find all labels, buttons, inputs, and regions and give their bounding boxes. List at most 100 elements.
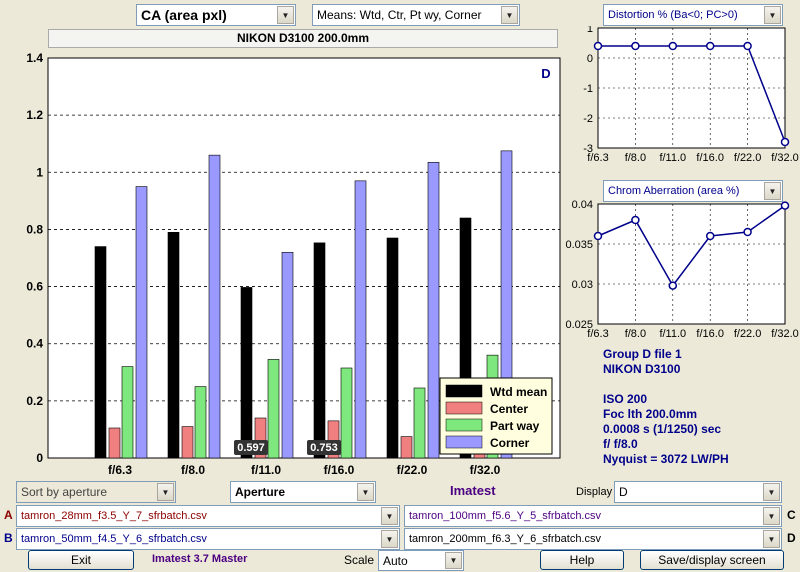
legend-swatch <box>445 401 483 415</box>
chevron-down-icon: ▼ <box>157 483 174 501</box>
scale-select-value: Auto <box>383 553 408 568</box>
save-display-button-label: Save/display screen <box>658 553 766 567</box>
distortion-select[interactable]: Distortion % (Ba<0; PC>0) ▼ <box>603 4 783 26</box>
sort-select-value: Sort by aperture <box>21 485 108 499</box>
bar-part-way <box>194 386 207 459</box>
info-camera: NIKON D3100 <box>603 362 681 376</box>
chevron-down-icon: ▼ <box>501 6 518 24</box>
distortion-data-point <box>631 41 640 51</box>
chevron-down-icon: ▼ <box>381 507 398 525</box>
bar-part-way <box>340 367 353 459</box>
bar-y-tick-label: 0.6 <box>26 280 43 294</box>
bar-x-tick-label: f/16.0 <box>324 463 355 477</box>
bar-wtd-mean <box>94 246 107 459</box>
group-select-value: Aperture <box>235 485 286 499</box>
measure-select[interactable]: CA (area pxl) ▼ <box>136 4 296 26</box>
chrom-data-point <box>743 227 752 237</box>
distortion-chart: 1 0 -1 -2 -3f/6.3 f/8.0 f/11.0 f/16.0 f/22.0 f/32… <box>583 26 799 164</box>
data-label-background <box>307 440 341 455</box>
chrom-data-point <box>668 281 678 290</box>
bar-wtd-mean <box>459 217 472 459</box>
version-label: Imatest 3.7 Master <box>152 553 248 565</box>
file-b-select[interactable]: tamron_50mm_f4.5_Y_6_sfrbatch.csv ▼ <box>16 528 400 550</box>
bar-wtd-mean <box>386 237 399 459</box>
legend-entry: Part way <box>490 419 540 433</box>
bar-x-tick-label: f/8.0 <box>181 463 205 477</box>
file-c-select[interactable]: tamron_100mm_f5.6_Y_5_sfrbatch.csv ▼ <box>404 505 782 527</box>
file-d-label: D <box>787 531 796 545</box>
bar-y-tick-label: 0 <box>36 451 43 465</box>
distortion-y-tick-label: 1 <box>587 26 593 35</box>
chart-corner-label: D <box>541 66 550 81</box>
chevron-down-icon: ▼ <box>381 530 398 548</box>
distortion-x-tick-label: f/16.0 <box>696 152 724 164</box>
chrom-data-point <box>593 231 603 241</box>
distortion-x-tick-label: f/6.3 <box>587 152 608 164</box>
file-a-label: A <box>4 508 13 522</box>
legend-swatch <box>445 418 483 432</box>
distortion-y-tick-label: -3 <box>583 143 593 155</box>
chrom-x-tick-label: f/22.0 <box>734 328 762 340</box>
chevron-down-icon: ▼ <box>763 507 780 525</box>
chevron-down-icon: ▼ <box>763 483 780 501</box>
bar-center <box>181 426 194 459</box>
bar-corner <box>281 251 294 459</box>
distortion-data-point <box>743 41 752 51</box>
chrom-x-tick-label: f/8.0 <box>625 328 646 340</box>
distortion-x-tick-label: f/32.0 <box>771 152 799 164</box>
save-display-button[interactable]: Save/display screen <box>640 550 784 570</box>
camera-title-box: NIKON D3100 200.0mm <box>48 29 558 48</box>
chrom-y-tick-label: 0.025 <box>565 319 593 331</box>
distortion-series-line <box>598 45 786 143</box>
bar-center <box>254 417 267 459</box>
chrom-data-point <box>705 231 715 241</box>
group-select[interactable]: Aperture ▼ <box>230 481 376 503</box>
image-info: Group D file 1 NIKON D3100 ISO 200 Foc l… <box>603 347 729 467</box>
help-button[interactable]: Help <box>540 550 624 570</box>
chrom-aberration-select-value: Chrom Aberration (area %) <box>608 185 740 197</box>
file-a-value: tamron_28mm_f3.5_Y_7_sfrbatch.csv <box>21 510 207 522</box>
bar-x-tick-label: f/6.3 <box>108 463 132 477</box>
bar-corner <box>208 154 221 459</box>
chevron-down-icon: ▼ <box>764 182 781 200</box>
app-label: Imatest <box>450 483 496 498</box>
bar-y-tick-label: 1.4 <box>26 51 43 65</box>
bar-corner <box>135 186 148 459</box>
bar-x-tick-label: f/32.0 <box>470 463 501 477</box>
data-label-background <box>234 440 268 455</box>
chevron-down-icon: ▼ <box>357 483 374 501</box>
scale-select[interactable]: Auto ▼ <box>378 550 464 571</box>
display-label: Display <box>576 486 613 498</box>
chrom-y-tick-label: 0.035 <box>565 239 593 251</box>
bar-chart: 0 0.2 0.4 0.6 0.8 1 1.2 1.4 f/6.3 f/8.0 f/11.0 f/16… <box>26 51 561 477</box>
legend-entry: Corner <box>490 436 530 450</box>
means-select[interactable]: Means: Wtd, Ctr, Pt wy, Corner ▼ <box>312 4 520 26</box>
chevron-down-icon: ▼ <box>445 552 462 569</box>
chrom-data-point <box>631 215 640 225</box>
chrom-data-point <box>780 201 790 210</box>
file-a-select[interactable]: tamron_28mm_f3.5_Y_7_sfrbatch.csv ▼ <box>16 505 400 527</box>
display-select[interactable]: D ▼ <box>614 481 782 503</box>
bar-y-tick-label: 0.4 <box>26 337 43 351</box>
exit-button[interactable]: Exit <box>28 550 134 570</box>
measure-select-value: CA (area pxl) <box>141 7 227 23</box>
chrom-plot-area <box>597 203 786 325</box>
bar-y-tick-label: 1 <box>36 165 43 179</box>
bar-corner <box>427 161 440 459</box>
chrom-x-tick-label: f/6.3 <box>587 328 608 340</box>
bar-corner <box>354 180 367 459</box>
bar-x-tick-label: f/11.0 <box>251 463 281 477</box>
distortion-y-tick-label: -1 <box>583 83 593 95</box>
bar-center <box>400 436 413 459</box>
camera-title: NIKON D3100 200.0mm <box>236 31 370 45</box>
legend-swatch <box>445 384 483 398</box>
chrom-aberration-select[interactable]: Chrom Aberration (area %) ▼ <box>603 180 783 202</box>
help-button-label: Help <box>569 553 595 567</box>
sort-select[interactable]: Sort by aperture ▼ <box>16 481 176 503</box>
file-d-select[interactable]: tamron_200mm_f6.3_Y_6_sfrbatch.csv ▼ <box>404 528 782 550</box>
bar-wtd-mean <box>313 242 326 459</box>
bar-center <box>108 427 121 459</box>
distortion-data-point <box>593 41 603 51</box>
chrom-y-tick-label: 0.03 <box>572 279 593 291</box>
chrom-series-line <box>597 204 786 287</box>
